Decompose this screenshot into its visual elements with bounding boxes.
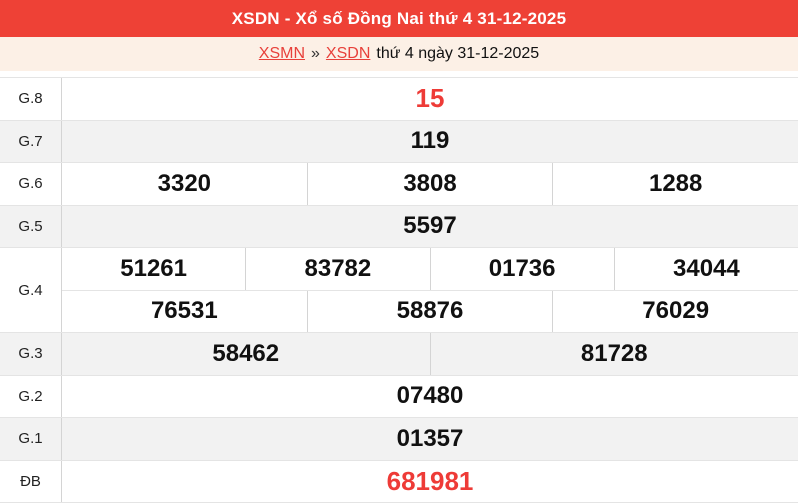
breadcrumb-link-xsmn[interactable]: XSMN (258, 45, 306, 62)
prize-row-g4: G.4 51261 83782 01736 34044 76531 58876 … (0, 248, 798, 333)
prize-number: 01357 (396, 424, 464, 452)
prize-number: 58876 (308, 290, 554, 332)
prize-number: 3320 (62, 163, 308, 205)
prize-number: 119 (410, 127, 450, 155)
prize-row-g8: G.8 15 (0, 78, 798, 121)
breadcrumb: XSMN » XSDN thứ 4 ngày 31-12-2025 (0, 37, 798, 71)
prize-label: G.1 (0, 418, 62, 460)
prize-row-g1: G.1 01357 (0, 418, 798, 461)
prize-number: 07480 (396, 382, 464, 410)
prize-number: 76531 (62, 290, 308, 332)
prize-label: G.5 (0, 205, 62, 247)
prize-number-special: 15 (415, 83, 445, 114)
prize-row-g2: G.2 07480 (0, 375, 798, 418)
prize-number: 81728 (580, 339, 648, 367)
prize-number: 3808 (308, 163, 554, 205)
prize-label: G.6 (0, 163, 62, 205)
breadcrumb-date-text: thứ 4 ngày 31-12-2025 (376, 45, 540, 62)
prize-label: G.3 (0, 333, 62, 375)
prize-label: G.4 (0, 248, 62, 332)
prize-row-db: ĐB 681981 (0, 460, 798, 503)
prize-number: 83782 (246, 248, 431, 290)
prize-number-special: 681981 (386, 465, 474, 496)
prize-label: G.8 (0, 78, 62, 120)
prize-label: G.7 (0, 120, 62, 162)
breadcrumb-separator: » (311, 45, 320, 62)
prize-row-g5: G.5 5597 (0, 205, 798, 248)
prize-number: 1288 (648, 169, 703, 197)
prize-number: 58462 (62, 333, 431, 375)
prize-row-g7: G.7 119 (0, 120, 798, 163)
prize-row-g6: G.6 3320 3808 1288 (0, 163, 798, 206)
prize-number: 01736 (431, 248, 615, 290)
prize-label: G.2 (0, 375, 62, 417)
results-table: G.8 15 G.7 119 G.6 3320 3808 1288 G.5 55… (0, 77, 798, 503)
page-title: XSDN - Xổ số Đồng Nai thứ 4 31-12-2025 (231, 8, 567, 28)
prize-number: 51261 (62, 248, 247, 290)
prize-number: 34044 (673, 254, 740, 282)
prize-label: ĐB (0, 460, 62, 502)
prize-number: 76029 (642, 297, 710, 325)
spacer (0, 71, 798, 77)
prize-number: 5597 (403, 212, 457, 240)
prize-row-g3: G.3 58462 81728 (0, 333, 798, 376)
header-bar: XSDN - Xổ số Đồng Nai thứ 4 31-12-2025 (0, 0, 798, 37)
breadcrumb-link-xsdn[interactable]: XSDN (325, 45, 371, 62)
